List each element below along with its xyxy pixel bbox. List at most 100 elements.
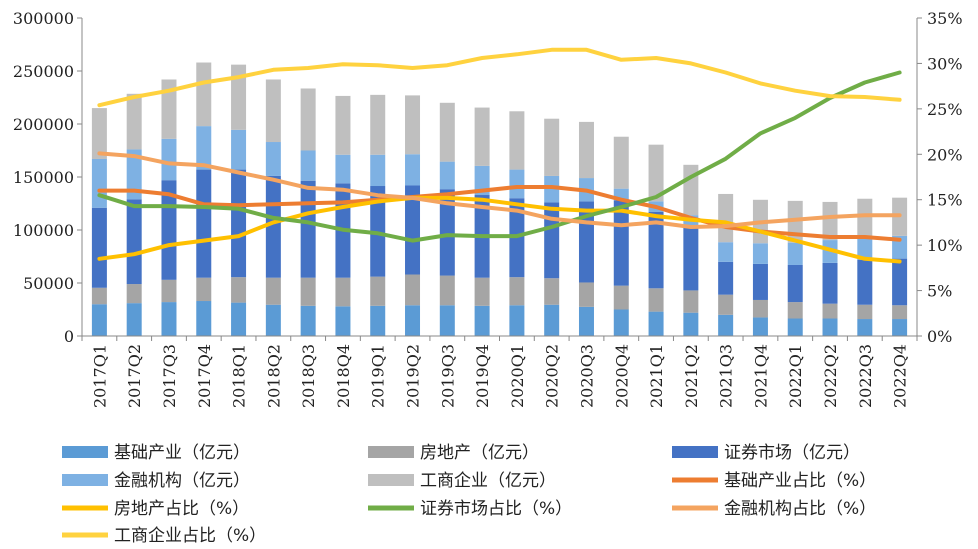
bar-1-2022Q2: [822, 318, 838, 336]
x-tick-label: 2022Q4: [891, 344, 910, 408]
bar-4-2020Q2: [544, 175, 560, 203]
x-tick-label: 2017Q2: [125, 344, 144, 408]
bar-3-2019Q3: [439, 189, 455, 276]
bar-5-2020Q4: [613, 136, 629, 189]
bar-3-2018Q1: [231, 169, 247, 278]
bar-5-2021Q3: [718, 193, 734, 243]
bar-1-2019Q1: [370, 305, 386, 336]
right-tick-label: 20%: [927, 145, 963, 164]
bar-3-2021Q1: [648, 211, 664, 289]
bar-2-2019Q3: [439, 275, 455, 306]
bar-2-2021Q3: [718, 294, 734, 315]
bar-3-2017Q2: [126, 199, 142, 285]
bar-4-2018Q3: [300, 150, 316, 181]
bar-1-2020Q1: [509, 305, 525, 336]
bar-1-2018Q3: [300, 305, 316, 336]
legend-label-4: 金融机构（亿元）: [114, 471, 250, 491]
bar-5-2019Q1: [370, 94, 386, 155]
legend-label-8: 证券市场占比（%）: [420, 499, 572, 519]
bar-4-2019Q1: [370, 154, 386, 187]
x-tick-label: 2021Q2: [682, 344, 701, 408]
bar-5-2018Q1: [231, 64, 247, 130]
bar-1-2022Q1: [787, 318, 803, 336]
left-tick-label: 250000: [13, 62, 74, 81]
legend-swatch-4: [62, 474, 108, 486]
bar-5-2019Q3: [439, 102, 455, 162]
x-tick-label: 2017Q4: [195, 344, 214, 408]
bar-3-2017Q4: [196, 169, 212, 278]
bar-1-2017Q2: [126, 303, 142, 336]
bar-1-2021Q2: [683, 312, 699, 336]
x-tick-label: 2022Q1: [786, 344, 805, 408]
bar-3-2022Q2: [822, 262, 838, 304]
bar-2-2022Q4: [892, 305, 908, 320]
legend-swatch-1: [62, 446, 108, 458]
legend-label-9: 金融机构占比（%）: [724, 499, 876, 519]
legend-label-10: 工商企业占比（%）: [114, 526, 266, 546]
line-series-2: [97, 195, 902, 264]
bar-4-2018Q4: [335, 154, 351, 184]
bar-1-2017Q1: [91, 304, 107, 336]
x-tick-label: 2017Q1: [90, 344, 109, 408]
bar-4-2019Q2: [405, 154, 421, 186]
axes-layer: 0 50000 100000 150000 200000 250000 300000 0% 5%…: [13, 9, 963, 408]
bar-4-2018Q2: [265, 142, 281, 176]
bar-1-2021Q1: [648, 311, 664, 336]
bar-2-2019Q4: [474, 277, 490, 306]
bar-2-2021Q4: [752, 299, 768, 318]
bar-2-2021Q2: [683, 290, 699, 313]
x-tick-label: 2019Q2: [404, 344, 423, 408]
legend-label-6: 基础产业占比（%）: [724, 471, 876, 491]
bar-2-2019Q1: [370, 276, 386, 306]
bar-2-2017Q1: [91, 287, 107, 305]
bar-1-2022Q4: [892, 319, 908, 336]
bar-2-2020Q4: [613, 285, 629, 310]
right-tick-label: 35%: [927, 9, 963, 28]
x-tick-label: 2020Q2: [543, 344, 562, 408]
bar-1-2019Q4: [474, 305, 490, 336]
x-tick-label: 2020Q4: [612, 344, 631, 408]
bar-5-2018Q3: [300, 88, 316, 151]
line-series-4: [97, 151, 902, 229]
bar-3-2018Q2: [265, 175, 281, 278]
bar-2-2021Q1: [648, 288, 664, 312]
bar-4-2018Q1: [231, 129, 247, 170]
bar-2-2019Q2: [405, 274, 421, 306]
right-tick-label: 0%: [927, 327, 952, 346]
bar-4-2020Q4: [613, 188, 629, 201]
bar-2-2018Q3: [300, 277, 316, 306]
left-tick-label: 50000: [23, 274, 74, 293]
x-tick-label: 2022Q2: [821, 344, 840, 408]
bar-5-2017Q1: [91, 108, 107, 159]
bar-3-2021Q3: [718, 261, 734, 295]
bar-4-2022Q4: [892, 235, 908, 259]
lines-layer: [97, 47, 902, 264]
left-tick-label: 0: [64, 327, 74, 346]
bar-5-2017Q3: [161, 79, 177, 139]
bar-5-2022Q2: [822, 201, 838, 241]
bar-4-2021Q4: [752, 243, 768, 264]
bar-1-2021Q4: [752, 317, 768, 336]
x-tick-label: 2019Q3: [438, 344, 457, 408]
x-tick-label: 2018Q2: [264, 344, 283, 408]
bar-5-2017Q4: [196, 62, 212, 127]
x-tick-label: 2021Q3: [717, 344, 736, 408]
bar-1-2019Q3: [439, 305, 455, 336]
right-tick-label: 5%: [927, 282, 952, 301]
bar-3-2018Q3: [300, 180, 316, 278]
bar-3-2022Q3: [857, 259, 873, 305]
bar-4-2017Q1: [91, 158, 107, 208]
x-tick-label: 2018Q4: [334, 344, 353, 408]
bar-1-2020Q4: [613, 309, 629, 336]
left-tick-label: 100000: [13, 221, 74, 240]
legend-label-5: 工商企业（亿元）: [420, 471, 556, 491]
bar-5-2020Q3: [578, 121, 594, 179]
bar-4-2022Q3: [857, 236, 873, 260]
bar-4-2017Q2: [126, 149, 142, 200]
bar-1-2020Q2: [544, 304, 560, 336]
bar-3-2022Q1: [787, 264, 803, 303]
bar-1-2022Q3: [857, 319, 873, 336]
bar-2-2022Q2: [822, 303, 838, 319]
x-tick-label: 2020Q1: [508, 344, 527, 408]
bar-2-2022Q1: [787, 302, 803, 319]
